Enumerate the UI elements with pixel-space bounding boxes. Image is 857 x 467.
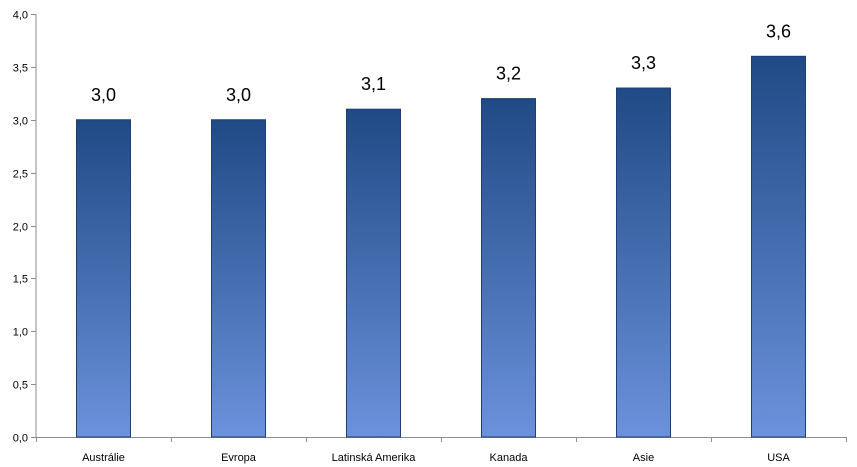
bar-value-label: 3,6 [766, 21, 791, 41]
bar [211, 119, 266, 438]
x-tick-label: Austrálie [82, 452, 125, 464]
bar [751, 55, 806, 438]
bar-value-label: 3,1 [361, 74, 386, 94]
bar [346, 108, 401, 438]
y-tick-label: 1,5 [13, 274, 28, 286]
x-tick-label: USA [767, 452, 790, 464]
data-labels: 3,0 3,0 3,1 3,2 3,3 3,6 [91, 21, 791, 104]
y-tick-label: 4,0 [13, 10, 28, 22]
y-tick-label: 2,0 [13, 222, 28, 234]
y-tick-label: 0,5 [13, 380, 28, 392]
bar [481, 98, 536, 438]
x-tick-label: Kanada [490, 452, 529, 464]
y-tick-label: 1,0 [13, 327, 28, 339]
bar [616, 87, 671, 438]
y-axis: 0,0 0,5 1,0 1,5 2,0 2,5 3,0 3,5 4,0 [13, 10, 37, 445]
bar-value-label: 3,0 [226, 85, 251, 105]
y-tick-label: 3,5 [13, 63, 28, 75]
x-axis: Austrálie Evropa Latinská Amerika Kanada Asi… [36, 437, 847, 464]
y-tick-label: 3,0 [13, 116, 28, 128]
bar-value-label: 3,0 [91, 85, 116, 105]
y-tick-label: 0,0 [13, 433, 28, 445]
x-tick-label: Asie [633, 452, 654, 464]
x-tick-label: Latinská Amerika [332, 452, 417, 464]
bar-value-label: 3,3 [631, 53, 656, 73]
y-tick-label: 2,5 [13, 169, 28, 181]
x-tick-label: Evropa [221, 452, 257, 464]
bar-value-label: 3,2 [496, 64, 521, 84]
bars [76, 55, 806, 438]
bar [76, 119, 131, 438]
